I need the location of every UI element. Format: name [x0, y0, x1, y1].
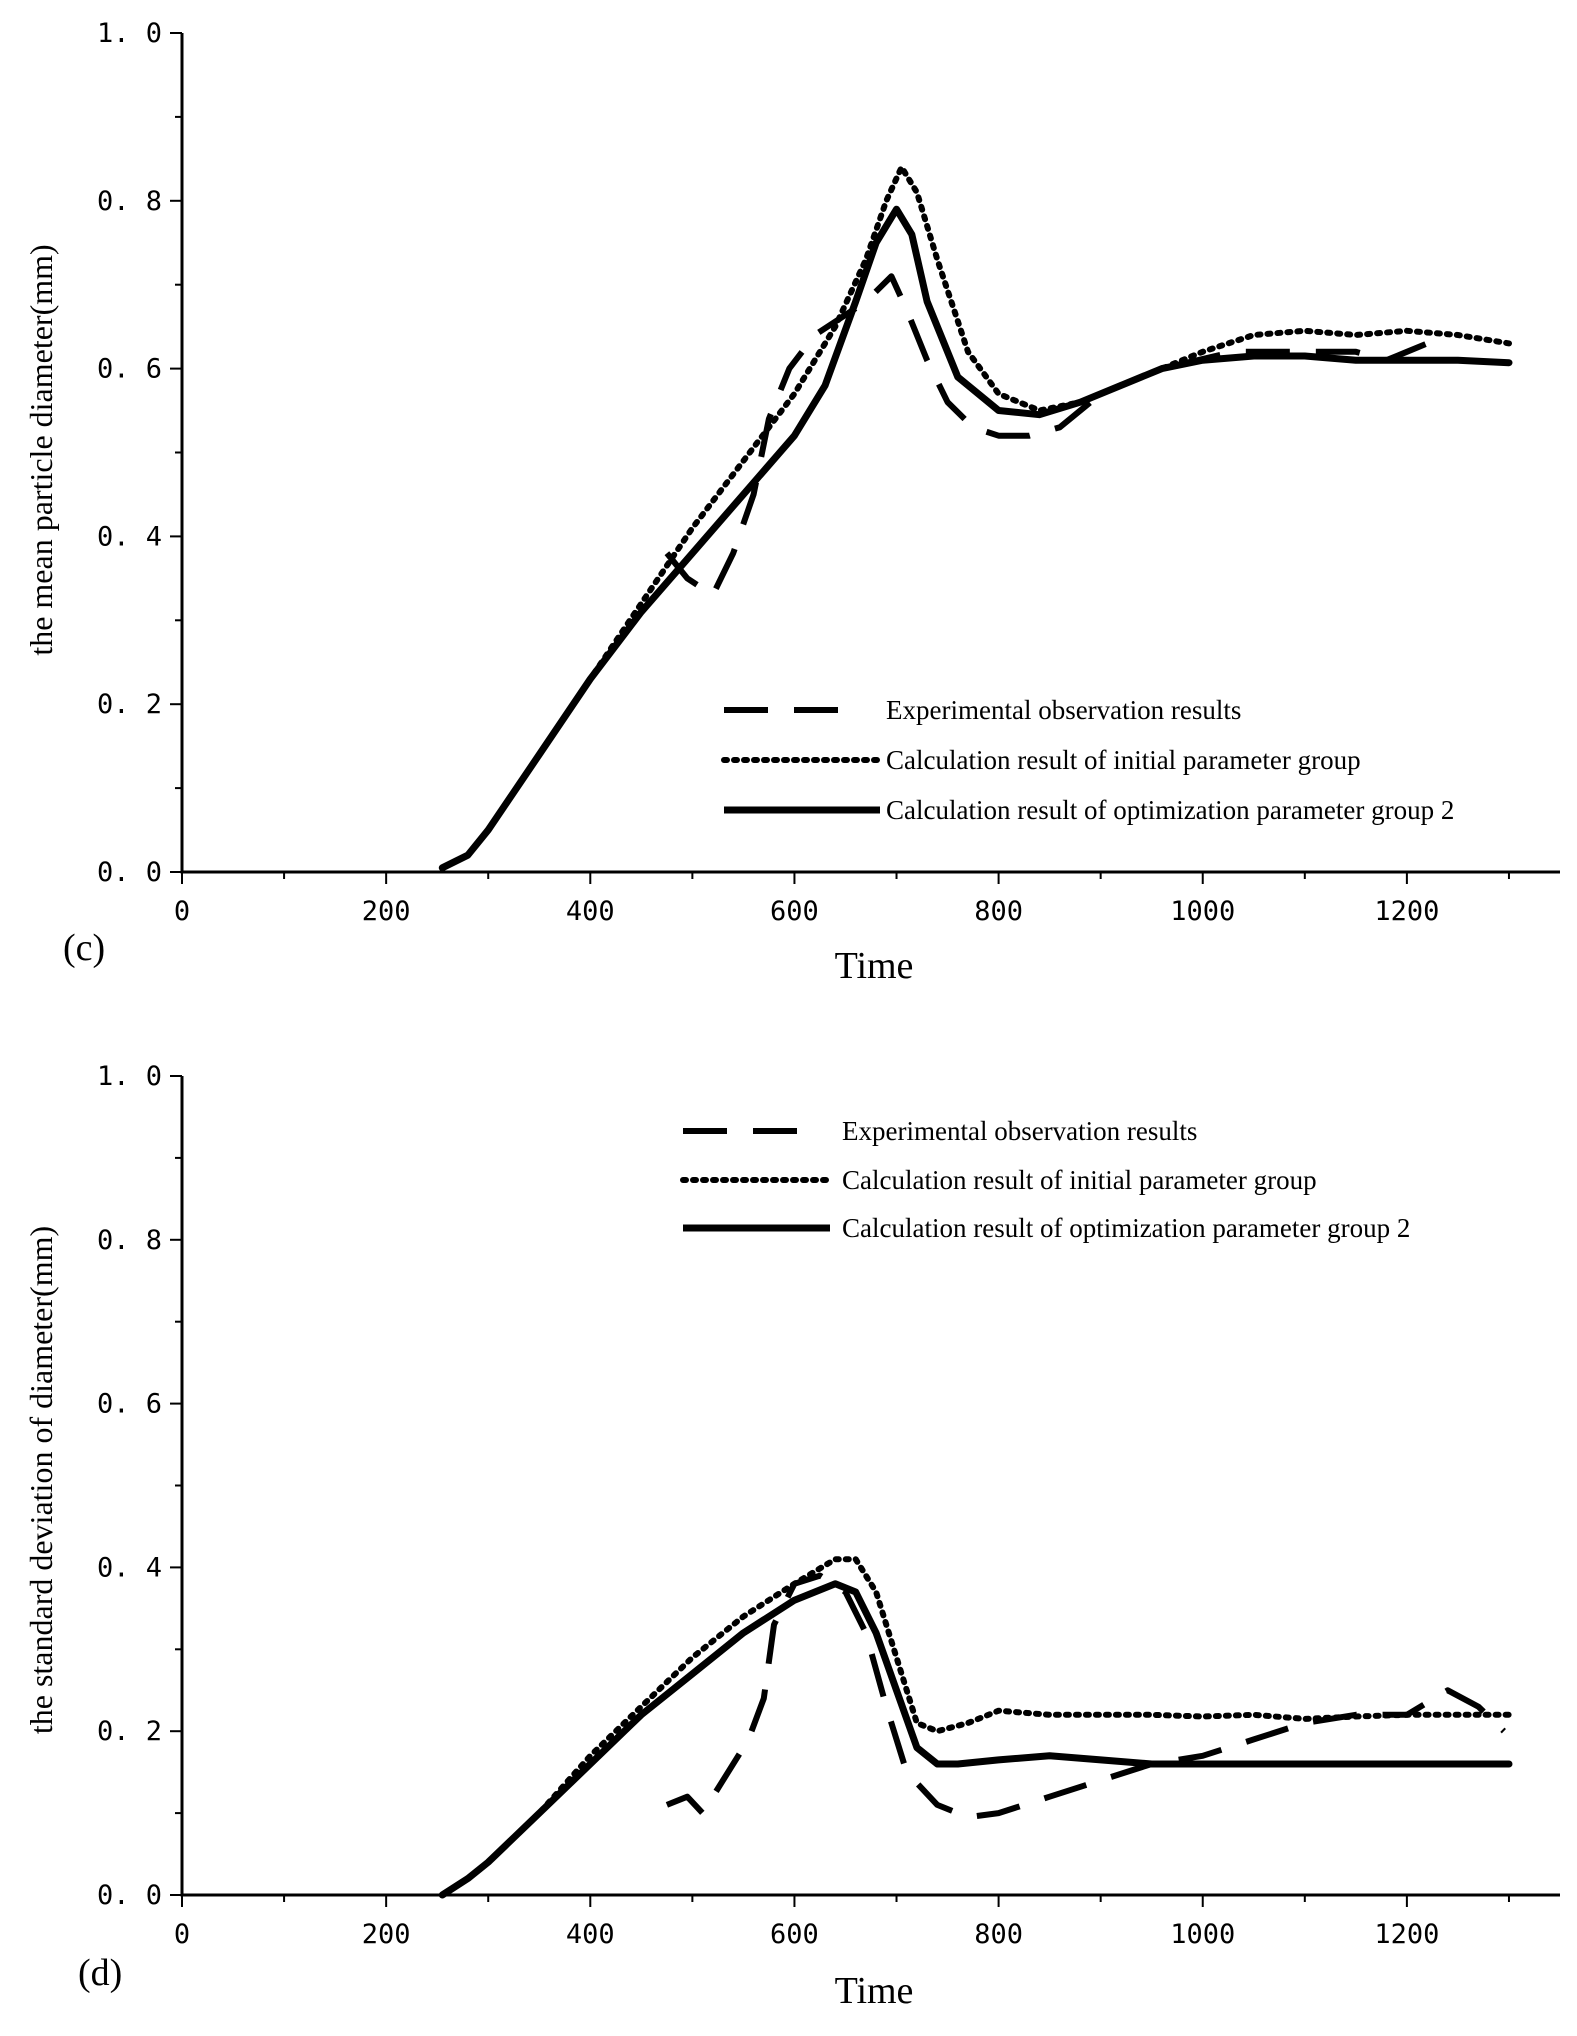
- legend-label-optimization-c: Calculation result of optimization param…: [886, 795, 1454, 825]
- series-line-dashed: [665, 1572, 1506, 1821]
- chart-panel-d: 0 200 400 600 800 1000 1200 0. 0 0. 2 0. 4 0. 6 0. …: [23, 1061, 1560, 2012]
- series-line-dotted: [439, 1556, 1512, 1898]
- series-line-solid: [438, 1580, 1513, 1899]
- legend-label-experimental-d: Experimental observation results: [842, 1116, 1197, 1146]
- x-tick-label: 1000: [1170, 1919, 1235, 1950]
- legend-label-initial-d: Calculation result of initial parameter …: [842, 1165, 1317, 1195]
- legend-label-optimization-d: Calculation result of optimization param…: [842, 1213, 1410, 1243]
- y-tick-label: 0. 6: [97, 354, 162, 385]
- y-tick-label: 0. 6: [97, 1389, 162, 1420]
- y-tick-label: 0. 4: [97, 521, 162, 552]
- series-line-solid: [438, 205, 1513, 872]
- y-tick-label: 0. 0: [97, 1880, 162, 1911]
- ticks-d: 0 200 400 600 800 1000 1200 0. 0 0. 2 0. 4 0. 6 0. …: [97, 1061, 1510, 1950]
- ticks-c: 0 200 400 600 800 1000 1200 0. 0 0. 2 0. 4 0. 6 0. …: [97, 18, 1510, 927]
- y-tick-label: 0. 2: [97, 1716, 162, 1747]
- y-tick-label: 0. 4: [97, 1552, 162, 1583]
- x-tick-label: 1200: [1374, 1919, 1439, 1950]
- series-layer-c: [438, 164, 1513, 872]
- y-axis-title-c: the mean particle diameter(mm): [23, 244, 59, 655]
- series-layer-d: [438, 1556, 1513, 1899]
- chart-panel-c: 0 200 400 600 800 1000 1200 0. 0 0. 2 0. 4 0. 6 0. …: [23, 18, 1560, 987]
- y-tick-label: 0. 8: [97, 186, 162, 217]
- y-tick-label: 0. 2: [97, 689, 162, 720]
- x-tick-label: 1200: [1374, 896, 1439, 927]
- x-axis-title-d: Time: [835, 1970, 914, 2012]
- axis-frame-d: [180, 1076, 1560, 1897]
- y-axis-title-d: the standard deviation of diameter(mm): [23, 1226, 59, 1734]
- x-tick-label: 600: [770, 896, 819, 927]
- legend-d: Experimental observation results Calcula…: [680, 1116, 1410, 1243]
- x-tick-label: 800: [974, 1919, 1023, 1950]
- x-tick-label: 0: [174, 1919, 190, 1950]
- legend-label-initial-c: Calculation result of initial parameter …: [886, 745, 1361, 775]
- x-tick-label: 600: [770, 1919, 819, 1950]
- x-tick-label: 0: [174, 896, 190, 927]
- x-tick-label: 200: [362, 896, 411, 927]
- x-tick-label: 400: [566, 1919, 615, 1950]
- y-tick-label: 0. 8: [97, 1225, 162, 1256]
- x-tick-label: 800: [974, 896, 1023, 927]
- legend-c: Experimental observation results Calcula…: [721, 695, 1454, 825]
- y-tick-label: 1. 0: [97, 1061, 162, 1092]
- x-tick-label: 200: [362, 1919, 411, 1950]
- series-line-dashed: [664, 273, 1449, 599]
- legend-label-experimental-c: Experimental observation results: [886, 695, 1241, 725]
- y-tick-label: 1. 0: [97, 18, 162, 49]
- x-axis-title-c: Time: [835, 945, 914, 987]
- panel-label-d: (d): [78, 1952, 122, 1994]
- y-tick-label: 0. 0: [97, 857, 162, 888]
- panel-label-c: (c): [63, 927, 105, 969]
- x-tick-label: 400: [566, 896, 615, 927]
- x-tick-label: 1000: [1170, 896, 1235, 927]
